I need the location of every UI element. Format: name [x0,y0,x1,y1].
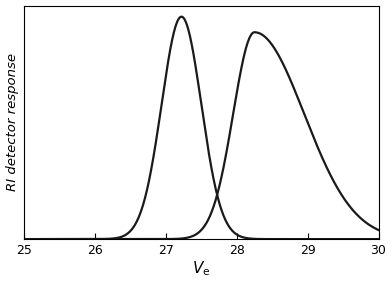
Y-axis label: RI detector response: RI detector response [5,53,18,191]
X-axis label: $\mathit{V}_{\mathrm{e}}$: $\mathit{V}_{\mathrm{e}}$ [192,260,211,278]
